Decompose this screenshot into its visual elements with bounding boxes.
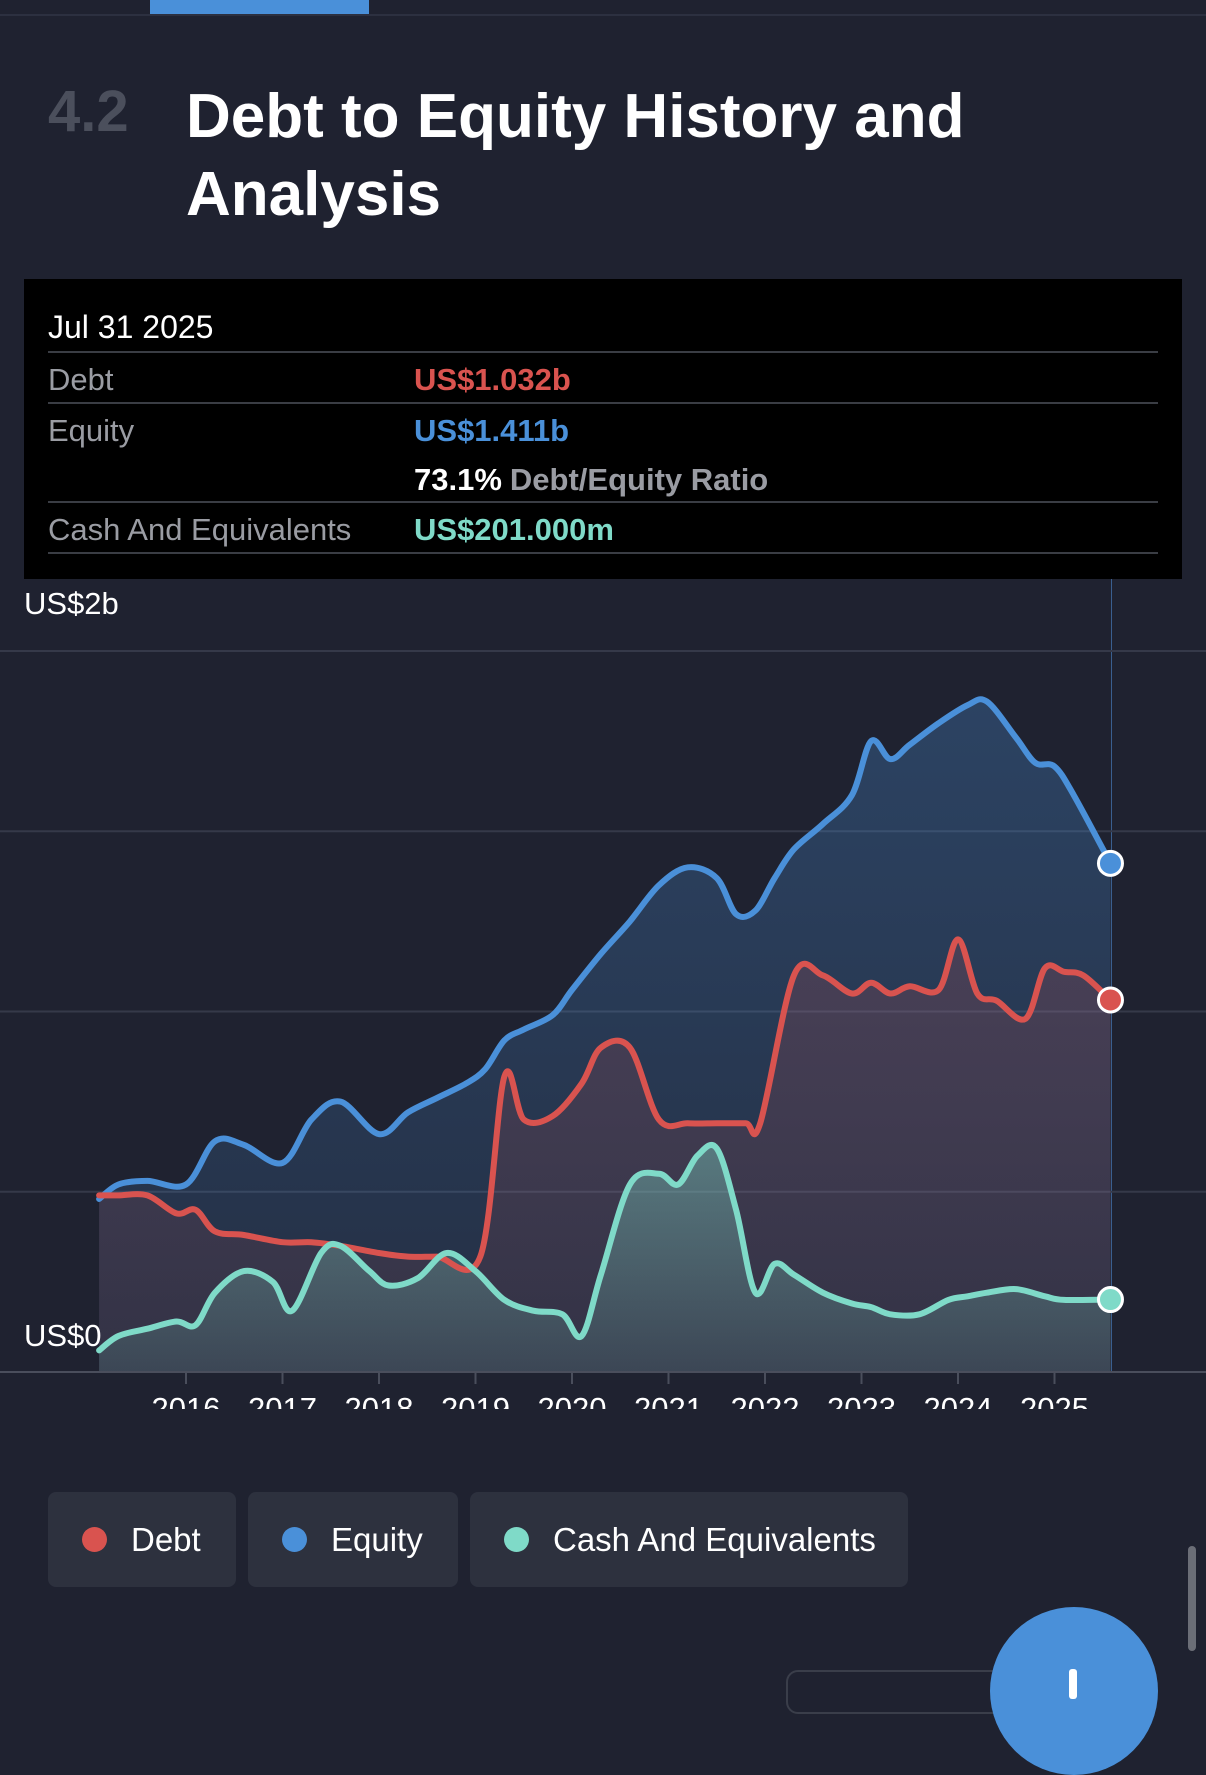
- tooltip-divider: [48, 402, 1158, 404]
- tooltip-divider: [48, 552, 1158, 554]
- legend-cash-label: Cash And Equivalents: [553, 1520, 876, 1558]
- x-tick-label: 2024: [924, 1391, 993, 1409]
- equity-dot-icon: [282, 1527, 307, 1552]
- add-icon: [1069, 1669, 1077, 1699]
- x-tick-label: 2019: [441, 1391, 510, 1409]
- scrollbar[interactable]: [1188, 1546, 1196, 1651]
- x-tick-label: 2023: [827, 1391, 896, 1409]
- tooltip-divider: [48, 351, 1158, 353]
- y-tick-label: US$2b: [24, 586, 119, 621]
- legend-equity[interactable]: Equity: [248, 1492, 458, 1587]
- active-tab-indicator[interactable]: [150, 0, 369, 14]
- cash-area: [99, 1144, 1111, 1372]
- debt-dot-icon: [82, 1527, 107, 1552]
- legend-equity-label: Equity: [331, 1520, 423, 1558]
- legend-debt[interactable]: Debt: [48, 1492, 236, 1587]
- x-tick-label: 2022: [731, 1391, 800, 1409]
- tooltip-date: Jul 31 2025: [48, 309, 214, 345]
- legend-cash[interactable]: Cash And Equivalents: [470, 1492, 908, 1587]
- tooltip-debt-label: Debt: [48, 362, 114, 397]
- chart-tooltip: Jul 31 2025 Debt US$1.032b Equity US$1.4…: [24, 279, 1182, 579]
- tooltip-cash-label: Cash And Equivalents: [48, 512, 352, 547]
- equity-current-point: [1096, 849, 1124, 877]
- equity-line: [96, 696, 1114, 1202]
- tab-bar-divider: [0, 14, 1206, 16]
- tooltip-ratio-value: 73.1%: [414, 462, 502, 497]
- debt-equity-chart[interactable]: 2016 2017 2018 2019 2020 2021 2022 2023 2024 2025…: [0, 579, 1206, 1409]
- tooltip-equity-label: Equity: [48, 413, 135, 448]
- tooltip-cash-value: US$201.000m: [414, 512, 614, 547]
- tooltip-divider: [48, 501, 1158, 503]
- x-tick-label: 2017: [248, 1391, 317, 1409]
- tooltip-ratio-label: Debt/Equity Ratio: [509, 462, 769, 497]
- tooltip-ratio: 73.1% Debt/Equity Ratio: [414, 462, 768, 498]
- legend-debt-label: Debt: [131, 1520, 201, 1558]
- section-title: Debt to Equity History and Analysis: [186, 82, 965, 229]
- tooltip-debt-value: US$1.032b: [414, 362, 571, 397]
- cash-current-point: [1096, 1286, 1124, 1314]
- debt-current-point: [1096, 986, 1124, 1014]
- cash-dot-icon: [504, 1527, 529, 1552]
- debt-line: [96, 936, 1114, 1273]
- y-tick-label: US$0: [24, 1318, 102, 1353]
- cash-line: [96, 1142, 1114, 1354]
- chart-crosshair: [1111, 579, 1112, 1371]
- x-tick-label: 2021: [634, 1391, 703, 1409]
- x-tick-label: 2018: [345, 1391, 414, 1409]
- x-tick-label: 2020: [538, 1391, 607, 1409]
- x-tick-label: 2025: [1020, 1391, 1089, 1409]
- x-tick-label: 2016: [152, 1391, 221, 1409]
- tooltip-equity-value: US$1.411b: [414, 413, 570, 448]
- section-number: 4.2: [48, 79, 129, 144]
- add-button[interactable]: [990, 1607, 1158, 1775]
